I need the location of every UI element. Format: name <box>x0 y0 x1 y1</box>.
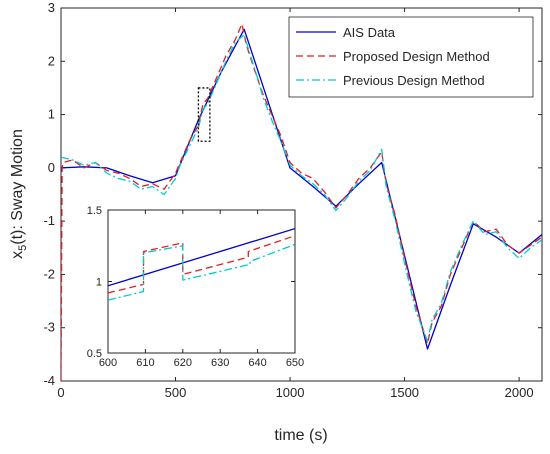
main-x-tick-label: 1500 <box>390 385 419 400</box>
legend-label-ais: AIS Data <box>343 25 396 40</box>
main-y-tick-label: -4 <box>43 373 55 388</box>
main-y-tick-label: 2 <box>48 53 55 68</box>
main-y-tick-label: -2 <box>43 266 55 281</box>
main-y-tick-label: 3 <box>48 0 55 15</box>
inset-x-tick-label: 610 <box>136 357 154 369</box>
main-x-tick-label: 500 <box>165 385 187 400</box>
legend-box <box>288 16 534 98</box>
inset-series-group <box>108 227 295 301</box>
main-y-tick-label: 0 <box>48 160 55 175</box>
inset-y-tick-label: 0.5 <box>87 348 102 360</box>
main-x-tick-label: 0 <box>57 385 64 400</box>
x-axis-label: time (s) <box>274 427 327 444</box>
inset-plot-area <box>107 209 296 354</box>
main-axis-ticks: 0 500 1000 1500 2000 -4 -3 -2 -1 0 1 2 3 <box>43 0 542 400</box>
inset-series-line-0 <box>108 227 295 287</box>
inset-series-line-1 <box>108 235 295 294</box>
inset-y-tick-label: 1.5 <box>87 205 102 217</box>
legend-label-proposed: Proposed Design Method <box>343 49 490 64</box>
main-series-line-1 <box>61 23 542 381</box>
main-x-tick-label: 2000 <box>505 385 534 400</box>
main-series-line-0 <box>61 28 542 350</box>
legend-label-previous: Previous Design Method <box>343 73 485 88</box>
main-series-line-2 <box>61 33 542 342</box>
inset-x-tick-label: 600 <box>99 357 117 369</box>
main-series-group <box>61 23 542 381</box>
y-axis-label: x5(t): Sway Motion <box>9 129 29 259</box>
main-y-tick-label: 1 <box>48 107 55 122</box>
inset-x-tick-label: 620 <box>174 357 192 369</box>
inset-x-tick-label: 640 <box>248 357 266 369</box>
main-y-tick-label: -1 <box>43 213 55 228</box>
legend: AIS Data Proposed Design Method Previous… <box>288 16 534 98</box>
inset-x-tick-label: 650 <box>286 357 304 369</box>
inset-axis-ticks: 600 610 620 630 640 650 0.5 1 1.5 <box>87 205 304 369</box>
main-y-tick-label: -3 <box>43 320 55 335</box>
inset-y-tick-label: 1 <box>96 277 102 289</box>
inset-series-line-2 <box>108 243 295 301</box>
inset-x-tick-label: 630 <box>211 357 229 369</box>
zoom-region-box <box>197 87 211 142</box>
main-x-tick-label: 1000 <box>276 385 305 400</box>
